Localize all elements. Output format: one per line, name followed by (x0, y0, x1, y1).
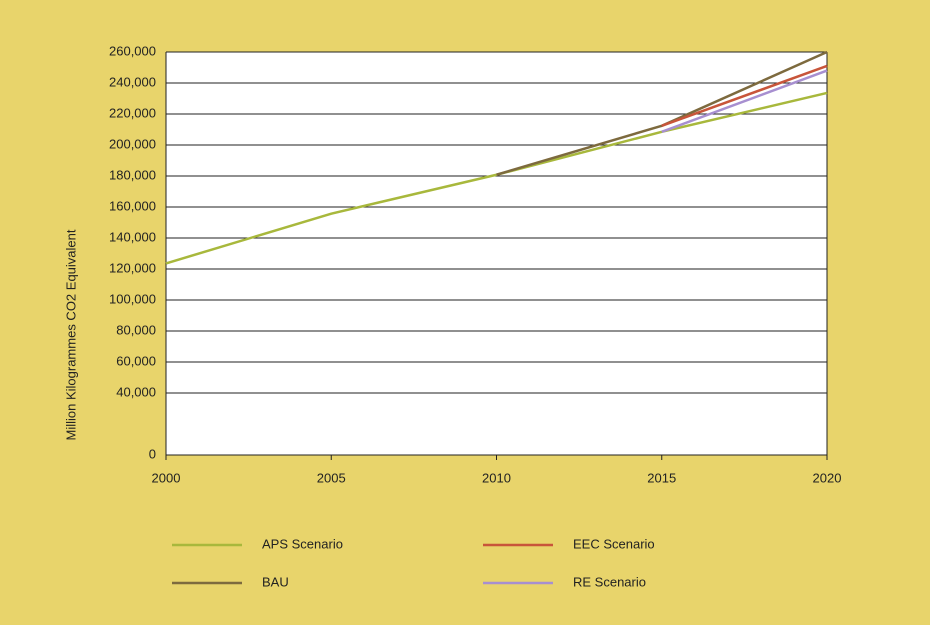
x-tick-label: 2020 (813, 470, 842, 485)
y-tick-label: 140,000 (109, 229, 156, 244)
plot-area (166, 52, 827, 455)
y-axis-label: Million Kilogrammes CO2 Equivalent (63, 229, 78, 440)
y-tick-label: 220,000 (109, 105, 156, 120)
y-tick-label: 200,000 (109, 136, 156, 151)
x-tick-label: 2015 (647, 470, 676, 485)
legend-label: EEC Scenario (573, 536, 655, 551)
y-tick-label: 80,000 (116, 322, 156, 337)
legend-label: APS Scenario (262, 536, 343, 551)
series-line (661, 69, 828, 133)
x-tick-label: 2000 (152, 470, 181, 485)
x-tick-label: 2010 (482, 470, 511, 485)
y-tick-label: 160,000 (109, 198, 156, 213)
series-line (661, 64, 828, 127)
y-tick-label: 40,000 (116, 384, 156, 399)
y-tick-label: 100,000 (109, 291, 156, 306)
y-tick-label: 120,000 (109, 260, 156, 275)
y-tick-label: 240,000 (109, 74, 156, 89)
y-tick-label: 260,000 (109, 43, 156, 58)
y-tick-label: 60,000 (116, 353, 156, 368)
legend-label: RE Scenario (573, 574, 646, 589)
x-tick-label: 2005 (317, 470, 346, 485)
y-tick-label: 0 (149, 446, 156, 461)
legend-label: BAU (262, 574, 289, 589)
y-tick-label: 180,000 (109, 167, 156, 182)
